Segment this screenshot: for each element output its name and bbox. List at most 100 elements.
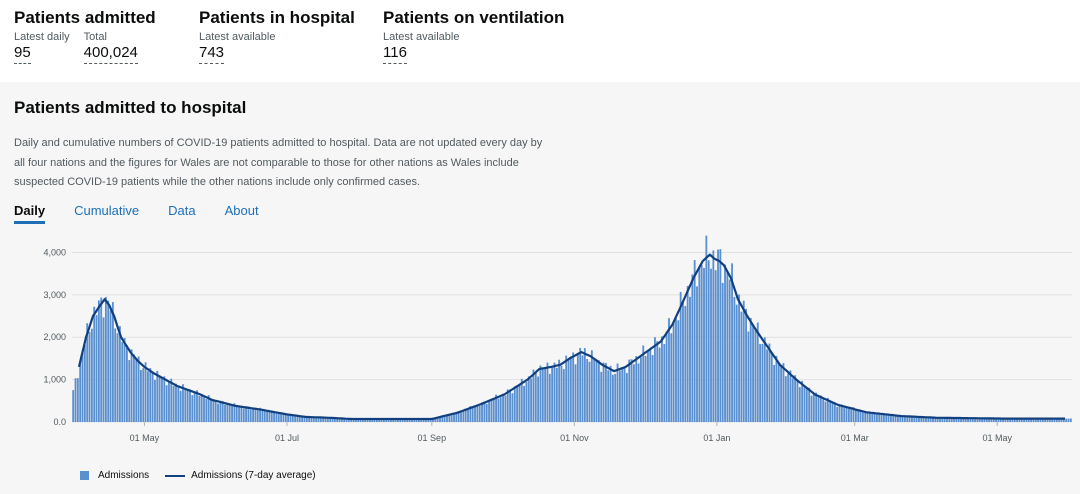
- admission-bar: [289, 415, 292, 422]
- admission-bar: [378, 419, 381, 422]
- admission-bar: [380, 418, 383, 422]
- admission-bar: [684, 305, 687, 422]
- admission-bar: [1062, 418, 1065, 422]
- admission-bar: [719, 249, 722, 422]
- admission-bar: [401, 419, 404, 422]
- admissions-card: Patients admitted to hospital Daily and …: [0, 82, 1080, 494]
- admission-bar: [322, 417, 325, 422]
- admission-bar: [595, 359, 598, 422]
- admission-bar: [338, 418, 341, 422]
- admission-bar: [845, 406, 848, 422]
- admission-bar: [625, 373, 628, 422]
- admission-bar: [544, 367, 547, 422]
- admission-bar: [154, 379, 156, 422]
- admission-bar: [366, 418, 369, 422]
- admission-bar: [882, 414, 885, 422]
- admission-bar: [1037, 418, 1040, 422]
- admission-bar: [815, 392, 818, 422]
- patients-on-ventilation-title: Patients on ventilation: [383, 8, 565, 27]
- admission-bar: [635, 356, 638, 422]
- admission-bar: [86, 323, 89, 422]
- admission-bar: [492, 399, 495, 422]
- admission-bar: [392, 418, 395, 422]
- admission-bar: [628, 359, 631, 422]
- admission-bar: [670, 333, 673, 422]
- admission-bar: [724, 264, 726, 422]
- admission-bar: [81, 350, 84, 422]
- average-legend-line[interactable]: [165, 474, 186, 477]
- admission-bar: [277, 412, 280, 422]
- admission-bar: [941, 417, 944, 422]
- admission-bar: [471, 407, 474, 422]
- admission-bar: [217, 403, 219, 422]
- admission-bar: [621, 367, 624, 422]
- admission-bar: [102, 317, 105, 422]
- ventilation-value[interactable]: 116: [383, 44, 407, 64]
- admission-bar: [135, 360, 138, 422]
- admissions-legend-swatch[interactable]: [80, 471, 89, 480]
- admission-bar: [747, 331, 750, 422]
- admission-bar: [1044, 418, 1047, 422]
- tab-about[interactable]: About: [224, 203, 259, 218]
- tab-data[interactable]: Data: [168, 203, 196, 218]
- admission-bar: [925, 417, 927, 422]
- admission-bar: [259, 407, 262, 422]
- admission-bar: [336, 417, 339, 422]
- admission-bar: [532, 369, 535, 422]
- y-tick-label: 2,000: [43, 332, 66, 342]
- admission-bar: [810, 395, 813, 422]
- admission-bar: [179, 390, 182, 422]
- admission-bar: [840, 404, 843, 422]
- latest-daily-value[interactable]: 95: [14, 44, 31, 64]
- admission-bar: [1065, 418, 1068, 422]
- admission-bar: [305, 417, 308, 422]
- admission-bar: [1046, 419, 1049, 422]
- admission-bar: [203, 397, 205, 422]
- tab-cumulative[interactable]: Cumulative: [74, 203, 140, 218]
- admission-bar: [240, 406, 243, 422]
- admission-bar: [1058, 418, 1061, 422]
- admission-bar: [284, 413, 287, 422]
- tab-daily[interactable]: Daily: [14, 203, 46, 224]
- admission-bar: [319, 417, 322, 422]
- patients-on-ventilation-summary: Patients on ventilation Latest available…: [383, 8, 564, 64]
- admission-bar: [1055, 418, 1058, 422]
- admission-bar: [1030, 418, 1033, 422]
- admission-bar: [854, 409, 857, 422]
- admission-bar: [602, 362, 605, 422]
- admission-bar: [698, 266, 701, 422]
- admission-bar: [1034, 419, 1037, 422]
- admission-bar: [911, 416, 913, 422]
- admission-bar: [939, 418, 941, 422]
- admission-bar: [88, 331, 91, 422]
- admission-bar: [182, 384, 184, 422]
- admission-bar: [967, 417, 969, 422]
- admission-bar: [476, 404, 479, 422]
- admission-bar: [838, 404, 841, 422]
- admission-bar: [518, 384, 521, 422]
- admission-bar: [749, 317, 752, 422]
- x-tick-label: 01 Mar: [841, 433, 869, 443]
- admission-bar: [787, 373, 790, 422]
- admission-bar: [235, 406, 238, 422]
- admission-bar: [193, 391, 196, 422]
- admission-bar: [642, 345, 645, 422]
- admission-bar: [1039, 418, 1042, 422]
- admission-bar: [731, 263, 733, 422]
- admission-bar: [432, 418, 434, 422]
- admission-bar: [885, 414, 888, 422]
- admission-bar: [478, 406, 481, 422]
- admission-bar: [590, 350, 593, 422]
- admission-bar: [789, 370, 792, 422]
- total-value[interactable]: 400,024: [83, 44, 138, 64]
- admission-bar: [953, 417, 955, 422]
- admission-bar: [934, 417, 937, 422]
- admission-bar: [310, 416, 313, 422]
- admission-bar: [439, 417, 441, 422]
- admission-bar: [836, 406, 839, 422]
- admission-bar: [364, 419, 367, 422]
- admission-bar: [808, 387, 811, 422]
- in-hospital-value[interactable]: 743: [199, 44, 225, 64]
- admission-bar: [371, 419, 374, 422]
- admission-bar: [654, 337, 656, 422]
